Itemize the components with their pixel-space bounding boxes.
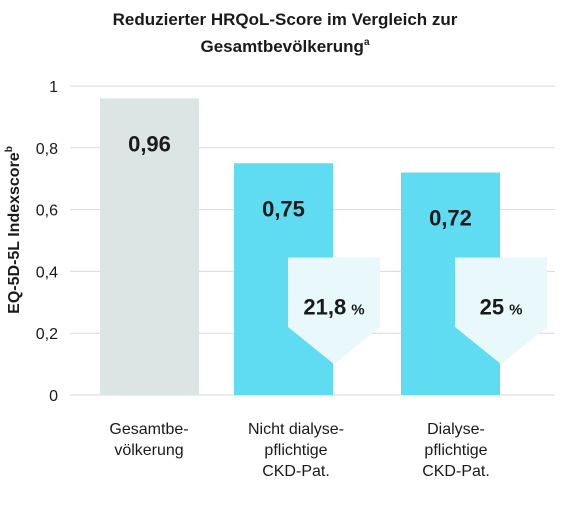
y-tick-label: 0,8 [36,141,58,158]
x-category-label: völkerung [114,442,183,459]
y-tick-label: 0,4 [36,264,58,281]
chart-title-line-2-text: Gesamtbevölkerung [200,37,363,56]
y-tick-label: 0 [49,388,58,405]
reduction-unit: % [509,302,522,319]
bars [100,98,547,396]
reduction-label: 21,8% [303,295,364,320]
y-axis-label-text: EQ-5D-5L Indexscore [6,152,23,314]
reduction-callout [455,257,547,365]
x-category-label: Gesamtbe- [109,421,188,438]
reduction-value: 25 [480,295,504,320]
y-tick-label: 0,2 [36,326,58,343]
y-tick-label: 1 [49,79,58,96]
x-category-label: CKD-Pat. [422,463,490,480]
y-axis-label: EQ-5D-5L Indexscoreb [4,146,23,314]
bar-value-label: 0,72 [429,206,472,231]
y-tick-label: 0,6 [36,203,58,220]
chart-title-superscript: a [364,37,370,48]
x-category-label: pflichtige [424,442,487,459]
x-category-label: CKD-Pat. [262,463,330,480]
x-category-label: Dialyse- [427,421,485,438]
labels: 0 0,2 0,4 0,6 0,8 1 0,96 Gesamtbe-völkerung 0,75… [36,79,523,480]
reduction-label: 25% [480,295,523,320]
x-category-label: pflichtige [264,442,327,459]
reduction-value: 21,8 [303,295,346,320]
x-category-label: Nicht dialyse- [248,421,344,438]
chart-title-line-1: Reduzierter HRQoL-Score im Vergleich zur [113,10,458,29]
reduction-unit: % [351,302,364,319]
y-axis-label-superscript: b [4,146,15,152]
bar-value-label: 0,96 [128,131,171,156]
reduction-callout [288,257,380,365]
chart-title-line-2: Gesamtbevölkerunga [200,37,369,56]
bar [100,98,199,396]
bar-value-label: 0,75 [262,196,305,221]
